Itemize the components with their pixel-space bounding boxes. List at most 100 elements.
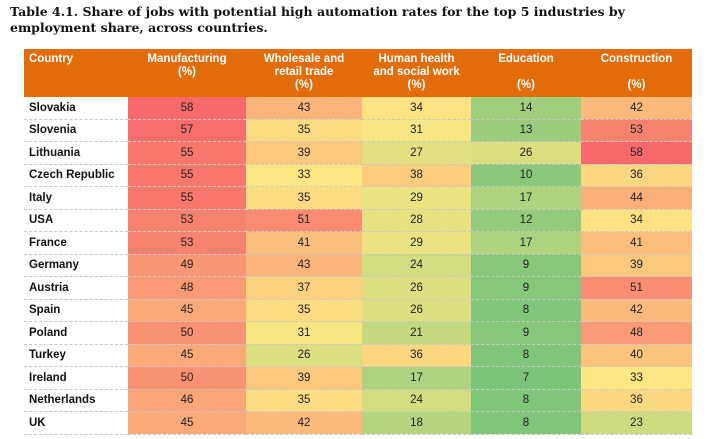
value-cell: 42 xyxy=(246,411,362,435)
value-cell: 36 xyxy=(362,344,471,367)
column-header-health: Human health and social work (%) xyxy=(362,49,471,97)
value-cell: 23 xyxy=(581,411,692,435)
value-cell: 45 xyxy=(128,411,246,435)
value-cell: 13 xyxy=(471,119,581,142)
country-cell: France xyxy=(24,231,128,255)
country-cell: Czech Republic xyxy=(24,164,128,187)
country-cell: Slovakia xyxy=(24,97,128,120)
value-cell: 26 xyxy=(246,344,362,367)
value-cell: 31 xyxy=(246,321,362,345)
country-cell: Italy xyxy=(24,186,128,210)
value-cell: 58 xyxy=(128,97,246,120)
value-cell: 34 xyxy=(581,209,692,232)
value-cell: 39 xyxy=(246,141,362,165)
value-cell: 35 xyxy=(246,299,362,322)
value-cell: 17 xyxy=(471,231,581,255)
country-cell: Austria xyxy=(24,276,128,300)
table-row: Italy 55 35 29 17 44 xyxy=(24,186,692,210)
value-cell: 21 xyxy=(362,321,471,345)
value-cell: 26 xyxy=(362,276,471,300)
value-cell: 9 xyxy=(471,321,581,345)
table-row: Spain 45 35 26 8 42 xyxy=(24,299,692,322)
value-cell: 40 xyxy=(581,344,692,367)
country-cell: Netherlands xyxy=(24,389,128,412)
country-cell: Germany xyxy=(24,254,128,277)
value-cell: 8 xyxy=(471,344,581,367)
country-cell: Turkey xyxy=(24,344,128,367)
value-cell: 42 xyxy=(581,97,692,120)
value-cell: 53 xyxy=(128,209,246,232)
value-cell: 28 xyxy=(362,209,471,232)
value-cell: 17 xyxy=(471,186,581,210)
table-row: France 53 41 29 17 41 xyxy=(24,231,692,255)
value-cell: 33 xyxy=(246,164,362,187)
value-cell: 8 xyxy=(471,389,581,412)
country-cell: Spain xyxy=(24,299,128,322)
column-header-country: Country xyxy=(24,49,128,97)
value-cell: 57 xyxy=(128,119,246,142)
value-cell: 7 xyxy=(471,366,581,390)
value-cell: 8 xyxy=(471,299,581,322)
value-cell: 51 xyxy=(246,209,362,232)
table-row: Slovakia 58 43 34 14 42 xyxy=(24,97,692,120)
country-cell: Ireland xyxy=(24,366,128,390)
value-cell: 50 xyxy=(128,321,246,345)
value-cell: 10 xyxy=(471,164,581,187)
table-row: Czech Republic 55 33 38 10 36 xyxy=(24,164,692,187)
value-cell: 48 xyxy=(581,321,692,345)
value-cell: 53 xyxy=(581,119,692,142)
table-body: Slovakia 58 43 34 14 42 Slovenia 57 35 31 13 53 Lith… xyxy=(24,97,692,435)
value-cell: 35 xyxy=(246,119,362,142)
value-cell: 41 xyxy=(581,231,692,255)
value-cell: 9 xyxy=(471,254,581,277)
column-header-education: Education (%) xyxy=(471,49,581,97)
value-cell: 45 xyxy=(128,299,246,322)
value-cell: 48 xyxy=(128,276,246,300)
value-cell: 9 xyxy=(471,276,581,300)
value-cell: 37 xyxy=(246,276,362,300)
value-cell: 31 xyxy=(362,119,471,142)
table-row: Lithuania 55 39 27 26 58 xyxy=(24,141,692,165)
table-row: Netherlands 46 35 24 8 36 xyxy=(24,389,692,412)
table-row: Austria 48 37 26 9 51 xyxy=(24,276,692,300)
value-cell: 50 xyxy=(128,366,246,390)
value-cell: 44 xyxy=(581,186,692,210)
value-cell: 51 xyxy=(581,276,692,300)
table-row: Ireland 50 39 17 7 33 xyxy=(24,366,692,390)
value-cell: 53 xyxy=(128,231,246,255)
value-cell: 43 xyxy=(246,254,362,277)
column-header-construction: Construction (%) xyxy=(581,49,692,97)
country-cell: UK xyxy=(24,411,128,435)
table-row: UK 45 42 18 8 23 xyxy=(24,411,692,435)
table-row: Poland 50 31 21 9 48 xyxy=(24,321,692,345)
table-row: Turkey 45 26 36 8 40 xyxy=(24,344,692,367)
header-row: Country Manufacturing (%) Wholesale and … xyxy=(24,49,692,97)
value-cell: 8 xyxy=(471,411,581,435)
value-cell: 35 xyxy=(246,186,362,210)
column-header-manufacturing: Manufacturing (%) xyxy=(128,49,246,97)
value-cell: 26 xyxy=(362,299,471,322)
value-cell: 34 xyxy=(362,97,471,120)
value-cell: 45 xyxy=(128,344,246,367)
value-cell: 35 xyxy=(246,389,362,412)
value-cell: 26 xyxy=(471,141,581,165)
value-cell: 24 xyxy=(362,254,471,277)
value-cell: 41 xyxy=(246,231,362,255)
value-cell: 29 xyxy=(362,186,471,210)
value-cell: 24 xyxy=(362,389,471,412)
country-cell: Lithuania xyxy=(24,141,128,165)
value-cell: 55 xyxy=(128,186,246,210)
value-cell: 27 xyxy=(362,141,471,165)
value-cell: 46 xyxy=(128,389,246,412)
value-cell: 14 xyxy=(471,97,581,120)
value-cell: 58 xyxy=(581,141,692,165)
country-cell: USA xyxy=(24,209,128,232)
value-cell: 39 xyxy=(246,366,362,390)
value-cell: 18 xyxy=(362,411,471,435)
value-cell: 55 xyxy=(128,164,246,187)
value-cell: 43 xyxy=(246,97,362,120)
value-cell: 36 xyxy=(581,389,692,412)
table-row: USA 53 51 28 12 34 xyxy=(24,209,692,232)
value-cell: 42 xyxy=(581,299,692,322)
value-cell: 39 xyxy=(581,254,692,277)
